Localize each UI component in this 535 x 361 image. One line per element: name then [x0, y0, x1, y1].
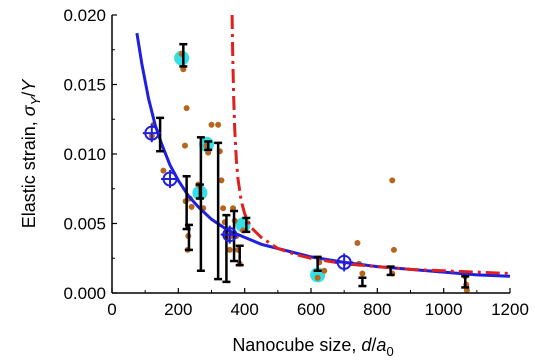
blue-fit-line	[135, 32, 510, 278]
data-point	[463, 287, 470, 294]
data-point	[389, 177, 396, 184]
y-axis-title-text: Elastic strain,	[19, 116, 39, 228]
error-bar	[358, 276, 367, 288]
error-bar	[230, 209, 239, 263]
y-tick-label: 0.005	[63, 215, 106, 234]
y-tick-label: 0.010	[63, 145, 106, 164]
x-axis-title-var2: a	[376, 335, 386, 355]
error-bar	[196, 136, 205, 273]
error-bar	[461, 275, 470, 289]
x-tick-label: 600	[297, 300, 325, 319]
data-point	[218, 177, 225, 184]
x-axis-title-sub: 0	[386, 344, 393, 359]
data-point	[205, 149, 212, 156]
x-axis-title-var: d	[361, 335, 372, 355]
y-tick-label: 0.020	[63, 6, 106, 25]
error-bar	[156, 116, 165, 153]
data-point	[354, 239, 361, 246]
fit-crosshair-marker	[335, 253, 354, 272]
data-point	[230, 205, 237, 212]
error-bar	[179, 42, 188, 68]
data-point	[390, 246, 397, 253]
error-bar	[222, 213, 231, 284]
y-tick-label: 0.015	[63, 76, 106, 95]
y-tick-label: 0.000	[63, 284, 106, 303]
data-point	[321, 267, 328, 274]
data-point	[226, 246, 233, 253]
y-axis-title: Elastic strain, σY/Y	[19, 78, 43, 229]
x-tick-label: 1000	[425, 300, 463, 319]
data-point	[220, 205, 227, 212]
y-axis-title-sub: Y	[28, 95, 43, 105]
red-dashdot-fit-line	[230, 15, 510, 275]
x-tick-label: 0	[107, 300, 116, 319]
x-axis-title-text: Nanocube size,	[232, 335, 361, 355]
data-point	[359, 270, 366, 277]
error-bar	[313, 255, 322, 273]
data-point	[314, 274, 321, 281]
x-tick-label: 200	[164, 300, 192, 319]
error-bar	[242, 216, 251, 234]
x-tick-label: 400	[230, 300, 258, 319]
x-axis-title: Nanocube size, d/a0	[232, 335, 393, 359]
fit-crosshair-marker	[161, 170, 180, 189]
x-axis-title-slash: /	[371, 335, 376, 355]
plot-layer	[135, 15, 510, 294]
y-axis-title-var2: Y	[19, 78, 39, 92]
axes-layer: 0 200 400 600 800 1000 1200 0.000 0.005 0.010 0.01…	[63, 6, 528, 319]
data-point	[160, 167, 167, 174]
data-point	[180, 66, 187, 73]
fit-crosshair-marker	[142, 124, 161, 143]
error-bar	[184, 223, 193, 252]
error-bar	[204, 140, 213, 152]
y-axis-title-var: σ	[19, 104, 39, 116]
highlight-marker	[174, 50, 190, 66]
y-axis-title-slash: /	[19, 92, 39, 97]
data-point	[183, 105, 190, 112]
data-point	[208, 121, 215, 128]
error-bar	[214, 141, 223, 281]
data-point	[215, 121, 222, 128]
error-bar	[386, 265, 395, 277]
data-point	[188, 203, 195, 210]
data-point	[181, 142, 188, 149]
x-tick-label: 800	[363, 300, 391, 319]
x-tick-label: 1200	[491, 300, 529, 319]
error-bar	[235, 244, 244, 267]
fit-crosshair-marker	[220, 225, 239, 244]
